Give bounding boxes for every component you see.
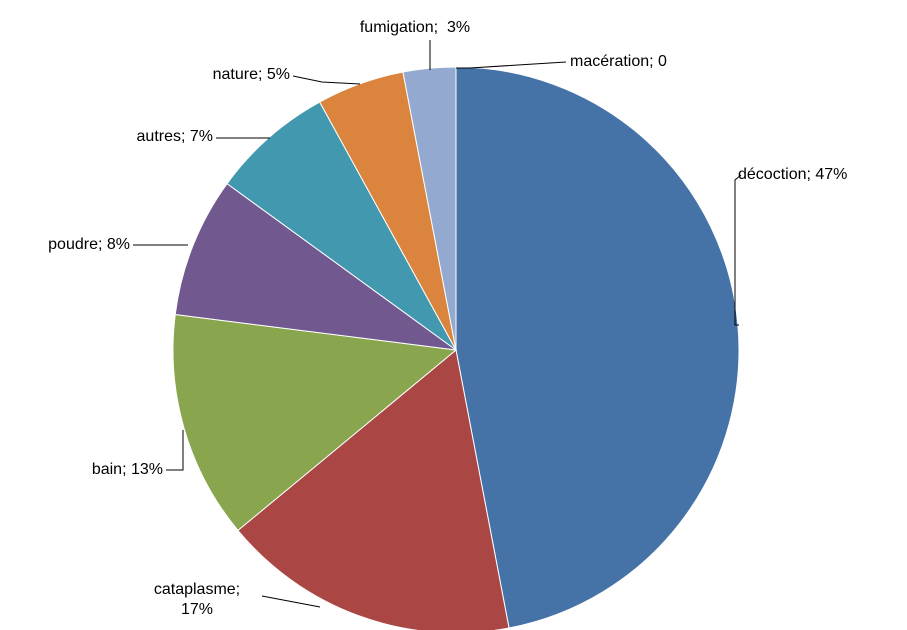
pie-slice bbox=[237, 349, 510, 630]
data-label: fumigation; 3% bbox=[359, 19, 471, 36]
leader-line bbox=[166, 430, 184, 471]
data-label: nature; 5% bbox=[212, 66, 290, 83]
data-label: cataplasme; 17% bbox=[153, 581, 241, 618]
data-label: poudre; 8% bbox=[48, 236, 130, 253]
pie-slice bbox=[455, 66, 740, 629]
data-label: décoction; 47% bbox=[738, 166, 848, 183]
data-label: macération; 0 bbox=[570, 53, 667, 70]
pie-slice bbox=[172, 313, 458, 532]
data-label: autres; 7% bbox=[136, 128, 213, 145]
leader-line bbox=[456, 61, 567, 69]
pie-slice bbox=[174, 182, 457, 351]
leader-line bbox=[734, 174, 742, 326]
leader-line bbox=[292, 75, 361, 85]
leader-line bbox=[261, 595, 321, 608]
data-label: bain; 13% bbox=[91, 461, 163, 478]
